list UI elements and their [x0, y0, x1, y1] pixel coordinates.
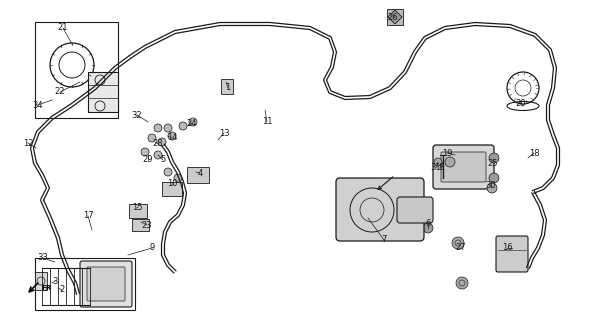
Text: 6: 6	[425, 220, 431, 228]
FancyBboxPatch shape	[132, 219, 149, 231]
Text: 3: 3	[52, 276, 58, 285]
FancyBboxPatch shape	[88, 72, 118, 112]
Text: FR: FR	[41, 285, 51, 291]
Text: 23: 23	[142, 220, 152, 229]
Bar	[35, 272, 47, 290]
Text: 1: 1	[225, 84, 231, 92]
Text: 17: 17	[83, 212, 93, 220]
Circle shape	[489, 153, 499, 163]
Circle shape	[164, 168, 172, 176]
Text: 18: 18	[529, 148, 540, 157]
Text: 7: 7	[381, 236, 387, 244]
FancyBboxPatch shape	[129, 204, 147, 218]
Text: 19: 19	[442, 148, 452, 157]
Circle shape	[445, 157, 455, 167]
Circle shape	[189, 118, 197, 126]
Circle shape	[154, 151, 162, 159]
FancyBboxPatch shape	[387, 9, 403, 25]
Text: 26: 26	[388, 13, 398, 22]
Circle shape	[164, 124, 172, 132]
Circle shape	[168, 132, 176, 140]
FancyBboxPatch shape	[187, 167, 209, 183]
Circle shape	[423, 223, 433, 233]
Circle shape	[141, 148, 149, 156]
Text: 14: 14	[167, 133, 177, 142]
Text: 11: 11	[262, 117, 272, 126]
Circle shape	[179, 122, 187, 130]
Text: 30: 30	[486, 180, 496, 189]
Text: 2: 2	[59, 285, 65, 294]
Text: 10: 10	[167, 179, 177, 188]
Text: 29: 29	[143, 156, 153, 164]
FancyBboxPatch shape	[336, 178, 424, 241]
Circle shape	[456, 277, 468, 289]
Text: 4: 4	[197, 169, 203, 178]
FancyBboxPatch shape	[397, 197, 433, 223]
Circle shape	[148, 134, 156, 142]
Text: 15: 15	[132, 204, 143, 212]
Text: 13: 13	[219, 129, 230, 138]
Text: 8: 8	[438, 164, 444, 172]
FancyBboxPatch shape	[80, 261, 132, 307]
FancyBboxPatch shape	[221, 79, 233, 94]
Circle shape	[154, 124, 162, 132]
FancyBboxPatch shape	[496, 236, 528, 272]
Bar	[35, 22, 118, 118]
Text: 24: 24	[187, 118, 197, 127]
Text: 33: 33	[38, 253, 48, 262]
Text: 31: 31	[431, 164, 442, 172]
FancyBboxPatch shape	[162, 182, 182, 196]
Text: 34: 34	[33, 100, 43, 109]
Text: 12: 12	[23, 139, 33, 148]
FancyBboxPatch shape	[441, 152, 486, 182]
Text: 20: 20	[516, 99, 526, 108]
Text: 22: 22	[55, 87, 65, 97]
FancyBboxPatch shape	[433, 145, 494, 189]
Circle shape	[158, 138, 166, 146]
Text: 21: 21	[58, 23, 68, 33]
Text: 27: 27	[456, 244, 466, 252]
Circle shape	[452, 237, 464, 249]
Bar	[35, 258, 135, 310]
Text: 28: 28	[153, 140, 163, 148]
Circle shape	[434, 158, 442, 166]
FancyBboxPatch shape	[87, 267, 125, 301]
Text: 25: 25	[488, 158, 498, 167]
Text: 9: 9	[149, 244, 155, 252]
Text: 16: 16	[502, 244, 512, 252]
Text: 5: 5	[160, 156, 166, 164]
Polygon shape	[388, 10, 402, 24]
Circle shape	[489, 173, 499, 183]
Circle shape	[174, 174, 182, 182]
Text: 32: 32	[132, 110, 143, 119]
Circle shape	[487, 183, 497, 193]
